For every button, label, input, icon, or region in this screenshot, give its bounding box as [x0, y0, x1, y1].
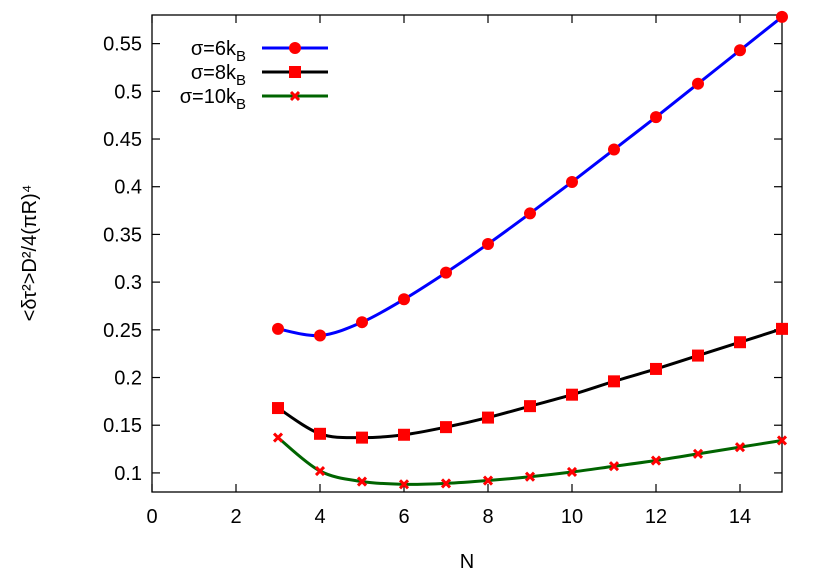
- data-point: [566, 388, 578, 401]
- data-point: [734, 442, 746, 453]
- data-point: [314, 329, 326, 342]
- data-point: [566, 175, 578, 188]
- y-tick-label: 0.3: [114, 272, 142, 294]
- y-tick-label: 0.55: [103, 34, 142, 56]
- data-point: [608, 143, 620, 156]
- data-point: [566, 466, 578, 478]
- data-point: [776, 322, 788, 335]
- data-point: [524, 400, 536, 413]
- data-point: [482, 237, 494, 250]
- data-point: [482, 411, 494, 424]
- x-axis-label: N: [460, 551, 474, 573]
- data-point: [650, 111, 662, 124]
- legend-label: σ=6kB: [191, 38, 246, 65]
- data-point: [398, 428, 410, 441]
- data-point: [776, 10, 788, 23]
- data-point: [398, 293, 410, 306]
- data-point: [314, 427, 326, 440]
- x-tick-label: 10: [561, 506, 583, 528]
- data-point: [734, 336, 746, 349]
- x-tick-label: 12: [645, 506, 667, 528]
- data-point: [692, 448, 704, 459]
- y-tick-label: 0.4: [114, 177, 142, 199]
- data-point: [650, 455, 662, 466]
- data-point: [440, 478, 452, 489]
- x-tick-label: 8: [482, 506, 493, 528]
- ticks: 0 2 4 6 8 10 12 14 0.1 0.15 0.2 0.25 0.3 0.35 0.4 0.45 0…: [103, 15, 782, 528]
- data-point: [356, 431, 368, 444]
- y-tick-label: 0.35: [103, 224, 142, 246]
- series-line-1: [277, 15, 783, 338]
- plot-frame: [151, 14, 783, 493]
- data-point: [272, 402, 284, 415]
- y-tick-label: 0.25: [103, 320, 142, 342]
- x-tick-label: 4: [314, 506, 325, 528]
- data-point: [524, 207, 536, 220]
- y-tick-label: 0.15: [103, 415, 142, 437]
- data-point: [608, 375, 620, 388]
- series-lines: [277, 15, 783, 486]
- legend-marker: [289, 90, 301, 102]
- data-point: [692, 349, 704, 362]
- x-tick-label: 0: [146, 506, 157, 528]
- data-point: [608, 461, 620, 472]
- data-point: [692, 77, 704, 90]
- series-line-2: [277, 327, 783, 440]
- data-point: [650, 362, 662, 375]
- x-tick-label: 2: [230, 506, 241, 528]
- data-point: [272, 322, 284, 335]
- data-point: [398, 479, 410, 490]
- data-point: [524, 471, 536, 482]
- data-point: [776, 435, 788, 446]
- legend-label: σ=8kB: [191, 62, 246, 89]
- data-point: [440, 266, 452, 279]
- y-axis-label: <δτ²>D²/4(πR)⁴: [19, 185, 41, 322]
- data-point: [482, 475, 494, 486]
- x-tick-label: 6: [398, 506, 409, 528]
- data-point: [314, 465, 326, 477]
- data-point: [356, 476, 368, 487]
- legend-label: σ=10kB: [180, 86, 246, 113]
- x-tick-label: 14: [729, 506, 751, 528]
- legend-marker: [289, 66, 301, 78]
- y-tick-label: 0.2: [114, 368, 142, 390]
- y-tick-label: 0.5: [114, 81, 142, 103]
- data-point: [440, 421, 452, 434]
- y-tick-label: 0.45: [103, 129, 142, 151]
- series-markers: [272, 10, 788, 490]
- data-point: [734, 44, 746, 57]
- y-tick-label: 0.1: [114, 463, 142, 485]
- data-point: [356, 316, 368, 329]
- data-point: [272, 432, 284, 443]
- legend-marker: [289, 42, 301, 54]
